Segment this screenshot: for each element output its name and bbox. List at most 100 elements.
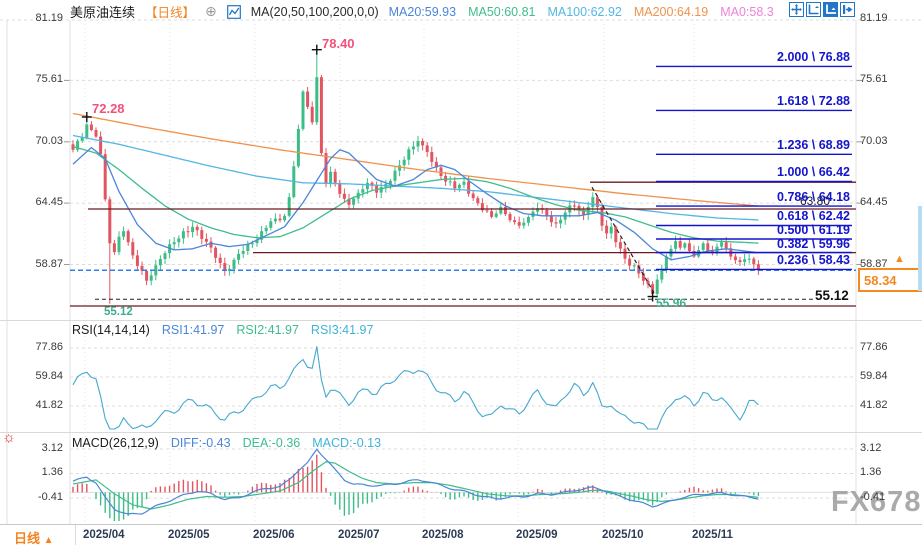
rsi-line xyxy=(72,346,759,430)
macd-pane-header: MACD(26,12,9) DIFF:-0.43 DEA:-0.36 MACD:-0… xyxy=(72,436,381,450)
ma-settings-label[interactable]: MA(20,50,100,200,0,0) xyxy=(250,4,379,19)
rsi-title: RSI(14,14,14) xyxy=(72,323,150,337)
swing-cross-markers xyxy=(81,44,658,302)
add-indicator-icon[interactable]: ⊕ xyxy=(205,3,217,19)
scrollbar-thumb[interactable] xyxy=(918,206,922,291)
support-55-12-label: 55.12 xyxy=(815,288,849,303)
period-tag: 【日线】 xyxy=(145,6,196,20)
period-arrow-icon: ▲ xyxy=(43,535,54,545)
scale-axis-icon[interactable] xyxy=(823,2,838,17)
fib-level-label: 0.236 \ 58.43 xyxy=(777,253,850,267)
ma-legend-value: MA20:59.93 xyxy=(388,4,457,19)
price-axis-label-left: 58.87 xyxy=(35,258,63,270)
grid-lines xyxy=(0,19,922,529)
price-axis-label-right: 64.45 xyxy=(860,196,888,208)
fib-level-label: 0.786 \ 64.18 xyxy=(777,190,850,204)
macd-legend-value: DEA:-0.36 xyxy=(242,436,301,450)
fib-level-label: 1.236 \ 68.89 xyxy=(777,138,850,152)
price-axis-label-right: 58.87 xyxy=(860,258,888,270)
panel-frames xyxy=(0,20,922,524)
move-crosshair-icon[interactable] xyxy=(789,2,804,17)
macd-title: MACD(26,12,9) xyxy=(72,436,159,450)
price-axis-label-left: 64.45 xyxy=(35,196,63,208)
ma-legend-value: MA0:58.3 xyxy=(720,4,774,19)
month-label: 2025/09 xyxy=(516,529,558,541)
rsi-legend-value: RSI2:41.97 xyxy=(236,323,299,337)
macd-dea-line xyxy=(72,461,759,510)
macd-diff-line xyxy=(72,448,759,515)
macd-legend-value: DIFF:-0.43 xyxy=(170,436,231,450)
macd-legend-value: MACD:-0.13 xyxy=(312,436,382,450)
macd-axis-label-right: 3.12 xyxy=(860,442,882,454)
ma-line-ma100 xyxy=(72,134,759,221)
fib-level-label: 1.618 \ 72.88 xyxy=(777,94,850,108)
rsi-axis-label-left: 77.86 xyxy=(35,341,63,353)
chart-type-icon[interactable] xyxy=(226,4,241,19)
rsi-axis-label-right: 41.82 xyxy=(860,399,888,411)
price-axis-label-right: 81.19 xyxy=(860,12,888,24)
month-label: 2025/05 xyxy=(168,529,210,541)
price-axis-label-left: 70.03 xyxy=(35,135,63,147)
price-axis-label-right: 70.03 xyxy=(860,135,888,147)
ma-line-ma50 xyxy=(72,145,759,244)
macd-axis-label-right: -0.41 xyxy=(860,491,886,503)
chart-header: 美原油连续 【日线】 ⊕ MA(20,50,100,200,0,0) MA20:… xyxy=(70,3,774,20)
price-axis-label-left: 81.19 xyxy=(35,12,63,24)
fib-level-label: 0.618 \ 62.42 xyxy=(777,209,850,223)
price-up-arrow-icon: ▲ xyxy=(894,253,905,265)
footer-divider xyxy=(75,525,76,545)
swing-high-april-label: 72.28 xyxy=(92,101,125,116)
rsi-legend-value: RSI3:41.97 xyxy=(310,323,374,337)
time-axis-bar xyxy=(0,524,922,545)
ma-legend-value: MA100:62.92 xyxy=(547,4,622,19)
price-level-label-63-80: 63.80 xyxy=(800,194,831,208)
fit-axis-icon[interactable] xyxy=(806,2,821,17)
fib-level-label: 0.382 \ 59.96 xyxy=(777,237,850,251)
sun-marker-icon[interactable]: ☼ xyxy=(2,429,16,446)
rsi-axis-label-left: 41.82 xyxy=(35,399,63,411)
ma-legend-value: MA200:64.19 xyxy=(633,4,709,19)
rsi-pane-header: RSI(14,14,14) RSI1:41.97 RSI2:41.97 RSI3:4… xyxy=(72,323,373,337)
period-label: 日线 xyxy=(14,531,41,545)
symbol-title: 美原油连续 xyxy=(70,5,136,20)
period-selector-button[interactable]: 日线 ▲ xyxy=(14,528,54,545)
month-label: 2025/08 xyxy=(422,529,464,541)
axis-min-label: 55.12 xyxy=(104,306,133,318)
fib-level-label: 1.000 \ 66.42 xyxy=(777,165,850,179)
month-label: 2025/11 xyxy=(692,529,733,541)
rsi-legend-value: RSI1:41.97 xyxy=(161,323,225,337)
swing-low-october-label: 55.96 xyxy=(656,296,687,310)
ma-line-ma200 xyxy=(72,112,759,207)
macd-axis-label-left: 1.36 xyxy=(41,466,63,478)
ma-line-ma20 xyxy=(72,146,759,261)
watermark: FX678 xyxy=(831,486,922,518)
ma-legend: MA20:59.93 MA50:60.81 MA100:62.92 MA200:64.… xyxy=(389,5,774,19)
swing-high-june-label: 78.40 xyxy=(322,36,355,51)
go-to-latest-icon[interactable] xyxy=(840,2,855,17)
month-label: 2025/04 xyxy=(83,529,125,541)
chart-toolbar xyxy=(789,2,855,17)
candlesticks xyxy=(71,49,760,304)
macd-axis-label-left: -0.41 xyxy=(37,491,63,503)
price-axis-label-right: 75.61 xyxy=(860,73,888,85)
price-axis-label-left: 75.61 xyxy=(35,73,63,85)
macd-legend: DIFF:-0.43 DEA:-0.36 MACD:-0.13 xyxy=(171,436,381,450)
macd-axis-label-left: 3.12 xyxy=(41,442,63,454)
rsi-axis-label-left: 59.84 xyxy=(35,370,63,382)
macd-histogram xyxy=(72,454,760,521)
month-label: 2025/06 xyxy=(253,529,295,541)
month-label: 2025/10 xyxy=(602,529,644,541)
month-label: 2025/07 xyxy=(338,529,380,541)
current-price-label: 58.34 xyxy=(858,268,922,292)
fib-lines xyxy=(656,65,852,271)
rsi-axis-label-right: 59.84 xyxy=(860,370,888,382)
annotation-lines xyxy=(70,181,856,307)
rsi-legend: RSI1:41.97 RSI2:41.97 RSI3:41.97 xyxy=(162,323,374,337)
fib-level-label: 0.500 \ 61.19 xyxy=(777,223,850,237)
fib-level-label: 2.000 \ 76.88 xyxy=(777,50,850,64)
macd-axis-label-right: 1.36 xyxy=(860,466,882,478)
ma-legend-value: MA50:60.81 xyxy=(468,4,536,19)
